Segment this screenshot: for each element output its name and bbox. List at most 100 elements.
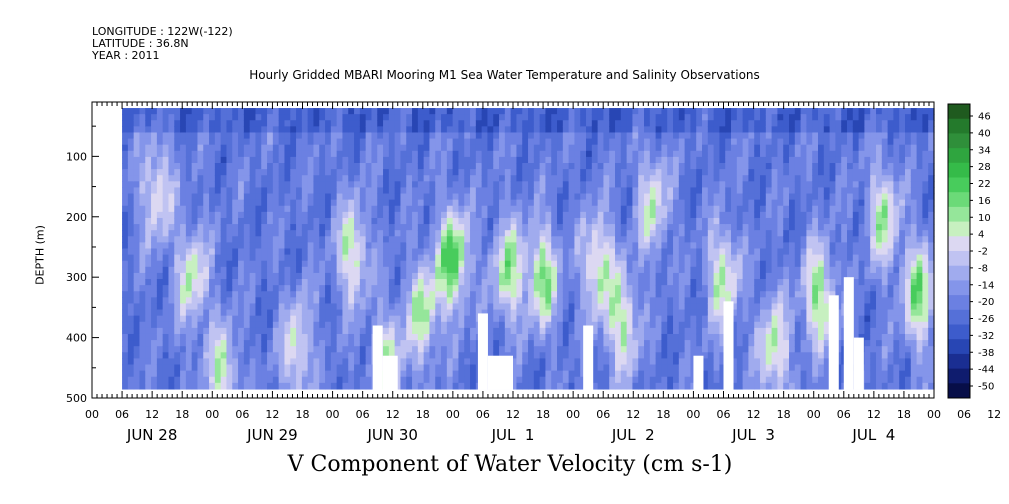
field-cell [446,376,454,384]
field-cell [249,315,257,323]
field-cell [243,242,251,250]
field-cell [151,297,158,305]
field-cell [649,260,657,268]
field-cell [562,187,570,195]
field-cell [678,242,686,250]
field-cell [452,193,460,201]
field-cell [435,156,442,164]
field-cell [510,382,518,390]
field-cell [481,297,489,305]
field-cell [568,138,576,146]
field-cell [719,163,726,170]
field-cell [325,376,332,384]
field-cell [551,187,558,195]
field-cell [383,254,390,262]
field-cell [707,150,715,158]
field-cell [209,279,216,286]
field-cell [562,279,570,286]
field-cell [406,181,413,189]
field-cell [180,291,187,298]
field-cell [649,321,657,329]
field-cell [365,340,373,347]
field-cell [591,279,599,286]
field-cell [487,217,494,225]
field-cell [470,327,477,335]
field-cell [139,285,146,292]
field-cell [487,309,494,317]
field-cell [684,297,692,305]
field-cell [615,248,622,256]
field-cell [713,346,721,353]
field-cell [342,230,349,237]
field-cell [406,175,413,182]
field-cell [458,382,465,390]
field-cell [388,248,396,256]
field-cell [348,376,355,384]
field-cell [249,285,257,292]
field-cell [156,175,164,182]
field-cell [313,376,320,384]
field-cell [359,126,367,134]
field-cell [551,236,558,243]
field-cell [313,163,320,170]
field-cell [388,260,396,268]
field-cell [191,315,199,323]
field-cell [696,187,703,195]
field-cell [336,217,344,225]
field-cell [493,321,500,329]
field-cell [603,126,610,134]
field-cell [220,236,228,243]
field-cell [400,352,407,360]
field-cell [162,181,170,189]
field-cell [731,175,738,182]
field-cell [557,285,564,292]
field-cell [557,248,564,256]
field-cell [243,364,251,372]
field-cell [243,205,251,213]
field-cell [748,236,755,243]
field-cell [551,248,558,256]
field-cell [493,340,500,347]
field-cell [185,327,193,335]
field-cell [522,144,529,152]
field-cell [371,260,378,268]
field-cell [226,150,233,158]
field-cell [452,138,460,146]
field-cell [249,382,257,390]
field-cell [145,193,152,201]
field-cell [342,382,349,390]
field-cell [736,108,744,115]
field-cell [139,303,146,311]
field-cell [533,309,541,317]
field-cell [400,327,407,335]
field-cell [185,315,193,323]
field-cell [574,358,581,366]
field-cell [394,144,402,152]
field-cell [180,236,187,243]
field-cell [388,108,396,115]
field-cell [255,364,262,372]
field-cell [272,370,280,378]
field-cell [278,364,286,372]
field-cell [209,248,216,256]
field-cell [220,309,228,317]
field-cell [731,199,738,207]
field-cell [354,297,361,305]
field-cell [615,236,622,243]
field-cell [620,376,628,384]
field-cell [209,132,216,140]
field-cell [267,169,274,176]
field-cell [151,285,158,292]
field-cell [272,333,280,341]
field-cell [475,193,483,201]
field-cell [504,333,512,341]
field-cell [220,291,228,298]
field-cell [545,376,552,384]
field-cell [156,114,164,121]
field-cell [684,340,692,347]
field-cell [365,266,373,274]
field-cell [580,291,587,298]
field-cell [284,358,291,366]
field-cell [562,382,570,390]
field-cell [232,370,239,378]
